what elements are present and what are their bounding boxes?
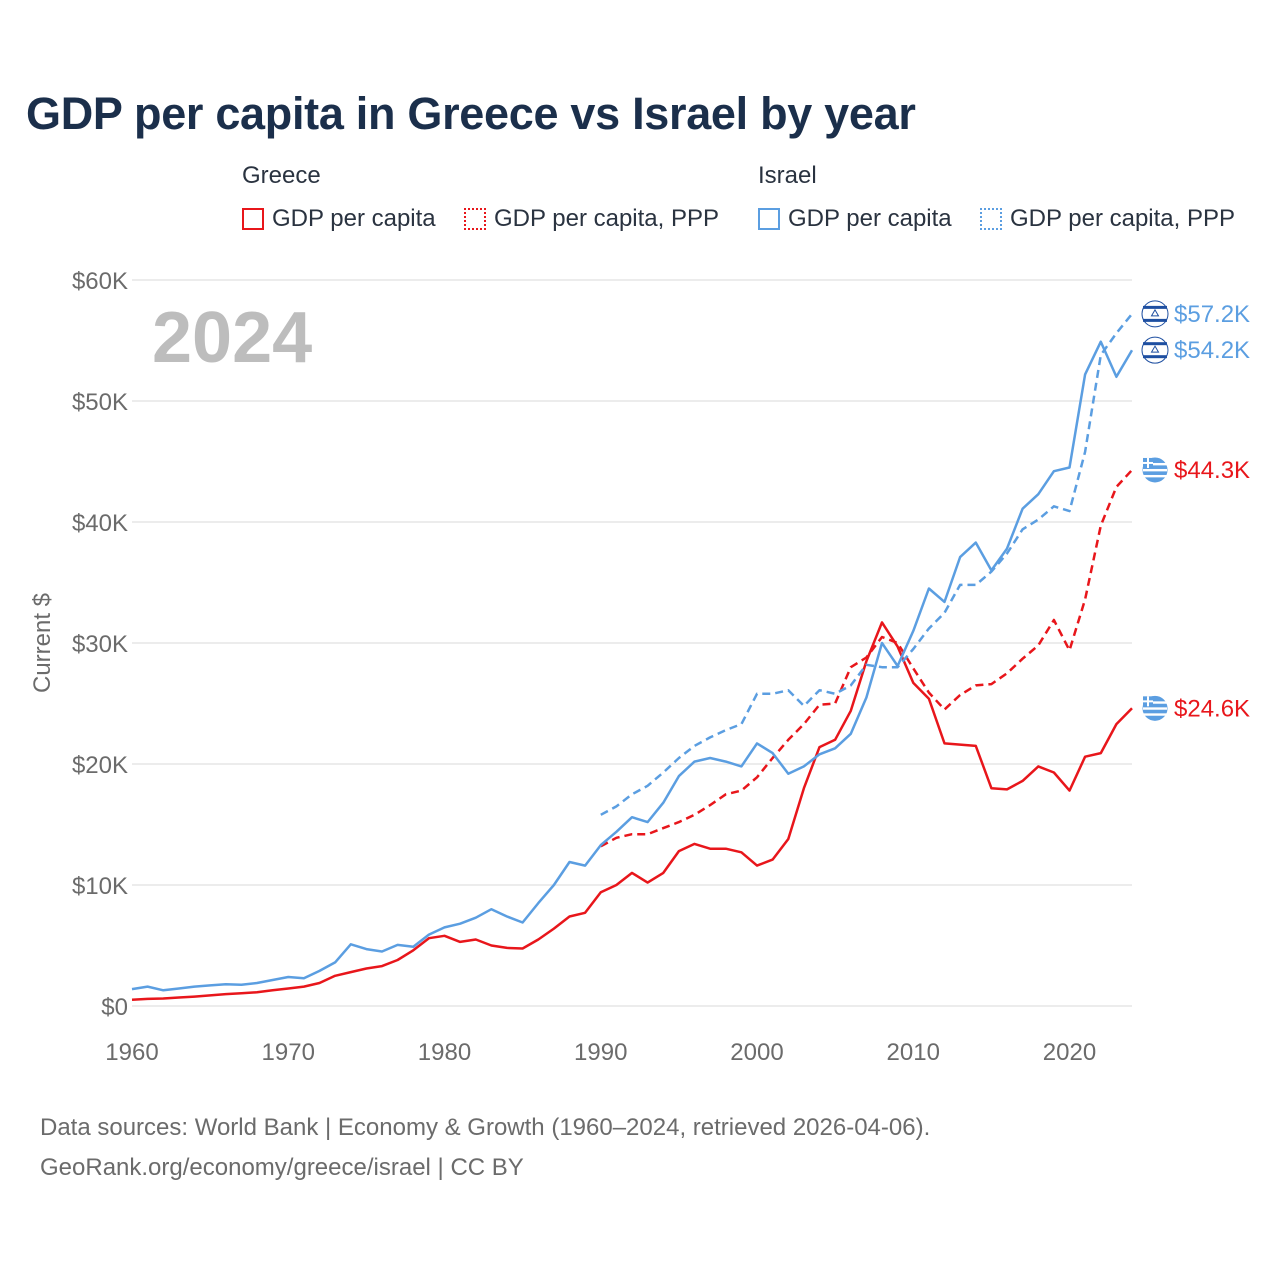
y-axis-label: Current $ [29, 593, 56, 693]
x-tick-label: 2010 [887, 1039, 940, 1066]
chart-title: GDP per capita in Greece vs Israel by ye… [26, 88, 916, 139]
x-tick-label: 2020 [1043, 1039, 1096, 1066]
legend-group-israel: Israel [758, 162, 817, 189]
y-tick-label: $60K [72, 268, 128, 295]
series-line-israel-gdp [131, 340, 1134, 992]
legend-item-israel-ppp[interactable]: GDP per capita, PPP [980, 205, 1235, 233]
end-value-label: $57.2K [1174, 301, 1250, 328]
legend-item-greece-gdp[interactable]: GDP per capita [242, 205, 436, 233]
end-value-label: $44.3K [1174, 457, 1250, 484]
data-sources: Data sources: World Bank | Economy & Gro… [40, 1108, 930, 1188]
year-label: 2024 [152, 298, 312, 378]
legend-label: GDP per capita [272, 205, 436, 232]
legend-label: GDP per capita [788, 205, 952, 232]
x-tick-label: 1980 [418, 1039, 471, 1066]
legend-swatch-dotted-blue [980, 208, 1002, 230]
legend-item-greece-ppp[interactable]: GDP per capita, PPP [464, 205, 719, 233]
y-tick-label: $50K [72, 389, 128, 416]
x-tick-labels: 1960 1970 1980 1990 2000 2010 2020 [105, 1039, 1096, 1066]
legend-label: GDP per capita, PPP [494, 205, 719, 232]
y-tick-label: $20K [72, 752, 128, 779]
series-lines [131, 313, 1134, 1001]
x-tick-label: 2000 [730, 1039, 783, 1066]
series-line-greece-gdp [131, 621, 1133, 1001]
legend-swatch-solid-red [242, 208, 264, 230]
line-chart: $0$10K$20K$30K$40K$50K$60K 1960 1970 1980 1… [29, 268, 1250, 1066]
y-tick-label: $0 [101, 994, 128, 1021]
end-labels: $24.6K $44.3K $54.2K $57.2K [1141, 300, 1250, 722]
y-tick-label: $40K [72, 510, 128, 537]
sources-line-1: Data sources: World Bank | Economy & Gro… [40, 1114, 931, 1141]
series-line-greece-ppp [600, 469, 1133, 848]
x-tick-label: 1990 [574, 1039, 627, 1066]
series-line-israel-ppp [600, 313, 1133, 816]
sources-line-2[interactable]: GeoRank.org/economy/greece/israel | CC B… [40, 1154, 524, 1181]
legend-swatch-dotted-red [464, 208, 486, 230]
israel-flag-icon [1141, 300, 1169, 328]
end-value-label: $54.2K [1174, 337, 1250, 364]
x-tick-label: 1960 [105, 1039, 158, 1066]
x-tick-label: 1970 [262, 1039, 315, 1066]
end-value-label: $24.6K [1174, 695, 1250, 722]
greece-flag-icon [1141, 694, 1169, 722]
y-tick-labels: $0 $10K $20K $30K $40K $50K $60K [72, 268, 128, 1021]
y-tick-label: $10K [72, 873, 128, 900]
legend-swatch-solid-blue [758, 208, 780, 230]
legend-item-israel-gdp[interactable]: GDP per capita [758, 205, 952, 233]
greece-flag-icon [1141, 456, 1169, 484]
y-tick-label: $30K [72, 631, 128, 658]
legend-label: GDP per capita, PPP [1010, 205, 1235, 232]
israel-flag-icon [1141, 336, 1169, 364]
legend-group-greece: Greece [242, 162, 321, 189]
grid-lines [132, 279, 1132, 1007]
